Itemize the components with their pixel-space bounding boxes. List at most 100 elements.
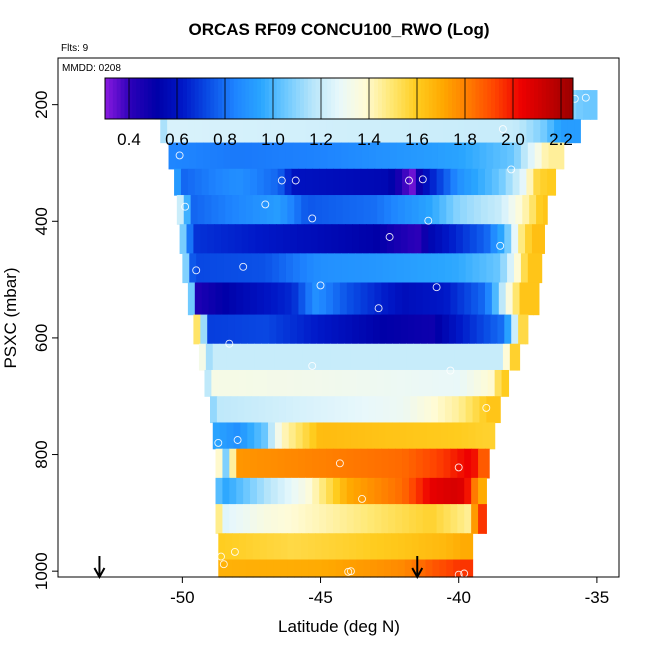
colorbar-cell [108,78,114,119]
heatmap-cell [404,533,413,561]
heatmap-cell [256,282,265,316]
heatmap-cell [393,314,402,345]
heatmap-cell [526,168,534,196]
heatmap-cell [346,504,355,534]
heatmap-cell [437,253,446,284]
colorbar-cell [534,78,539,119]
y-tick-label: 800 [32,440,51,468]
heatmap-cell [379,224,388,254]
heatmap-cell [258,253,266,284]
heatmap-cell [319,448,327,479]
heatmap-cell [312,168,320,196]
heatmap-cell [508,195,516,225]
heatmap-cell [259,369,268,397]
colorbar-cell [409,78,414,119]
heatmap-cell [245,369,254,397]
data-point [446,366,455,375]
data-point [496,241,505,250]
heatmap-cell [200,314,208,345]
heatmap-cell [280,195,288,225]
data-point [291,176,300,185]
heatmap-cell [374,168,382,196]
heatmap-cell [543,195,548,225]
heatmap-cell [226,422,235,450]
heatmap-cell [349,369,358,397]
heatmap-cell [236,448,244,479]
heatmap-cell [471,119,479,144]
heatmap-cell [411,559,420,578]
heatmap-cell [391,533,399,561]
heatmap-band [187,282,540,316]
colorbar-cell [171,78,176,119]
heatmap-cell [381,504,389,534]
colorbar-cell [144,78,149,119]
colorbar-cell [229,78,235,119]
heatmap-cell [402,282,410,316]
heatmap-cell [230,142,239,170]
y-tick-label: 600 [32,324,51,352]
heatmap-cell [193,314,201,345]
heatmap-cell [350,422,359,450]
heatmap-cell [332,168,341,196]
heatmap-cell [291,477,300,505]
heatmap-cell [378,422,387,450]
heatmap-cell [215,504,224,534]
colorbar-cell [502,78,508,119]
heatmap-cell [360,504,369,534]
heatmap-cell [334,142,342,170]
heatmap-cell [494,369,503,397]
heatmap-cell [273,559,282,578]
colorbar: 0.4 0.6 0.8 1.0 1.2 1.4 1.6 1.8 2.0 2.2 [104,77,574,149]
heatmap-cell [259,195,268,225]
heatmap-cell [370,559,378,578]
heatmap-cell [349,195,358,225]
heatmap-cell [402,448,410,479]
heatmap-cell [431,396,439,424]
heatmap-cell [342,533,351,561]
heatmap-cell [266,195,275,225]
colorbar-cell [233,78,239,119]
heatmap-cell [273,369,282,397]
chart-title: ORCAS RF09 CONCU100_RWO (Log) [189,20,490,39]
heatmap-cell [388,504,396,534]
heatmap-cell [263,477,272,505]
heatmap-cell [244,253,253,284]
heatmap-cell [335,533,344,561]
heatmap-cell [526,119,534,144]
heatmap-cell [472,142,481,170]
heatmap-cell [251,253,259,284]
heatmap-cell [368,142,377,170]
heatmap-cell [332,477,341,505]
heatmap-cell [348,142,356,170]
colorbar-cell [405,78,410,119]
heatmap-cell [306,253,315,284]
heatmap-cell [487,195,496,225]
heatmap-cell [505,282,514,316]
heatmap-cell [327,253,335,284]
heatmap-cell [414,224,423,254]
colorbar-cell [218,78,223,119]
heatmap-cell [367,504,376,534]
heatmap-cell [331,314,340,345]
heatmap-cell [334,396,342,424]
heatmap-cell [515,195,523,225]
colorbar-cell [222,78,227,119]
heatmap-cell [305,282,313,316]
heatmap-cell [298,448,306,479]
colorbar-tick-label: 2.0 [501,130,525,149]
colorbar-cell [498,78,504,119]
heatmap-cell [305,448,313,479]
heatmap-cell [384,533,392,561]
heatmap-cell [520,142,529,170]
heatmap-cell [250,168,258,196]
heatmap-cell [446,533,454,561]
heatmap-cell [279,396,287,424]
heatmap-cell [302,343,311,371]
heatmap-cell [457,282,465,316]
heatmap-cell [301,533,309,561]
heatmap-cell [357,422,366,450]
heatmap-cell [222,477,230,505]
heatmap-cell [269,224,277,254]
heatmap-cell [359,224,367,254]
heatmap-cell [408,282,417,316]
